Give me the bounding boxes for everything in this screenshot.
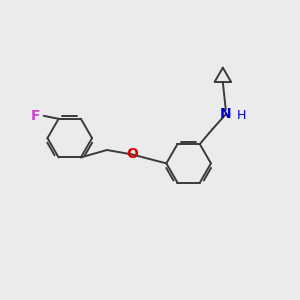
Text: N: N xyxy=(220,107,232,121)
Text: F: F xyxy=(31,109,40,123)
Text: O: O xyxy=(126,148,138,161)
Text: H: H xyxy=(237,109,247,122)
